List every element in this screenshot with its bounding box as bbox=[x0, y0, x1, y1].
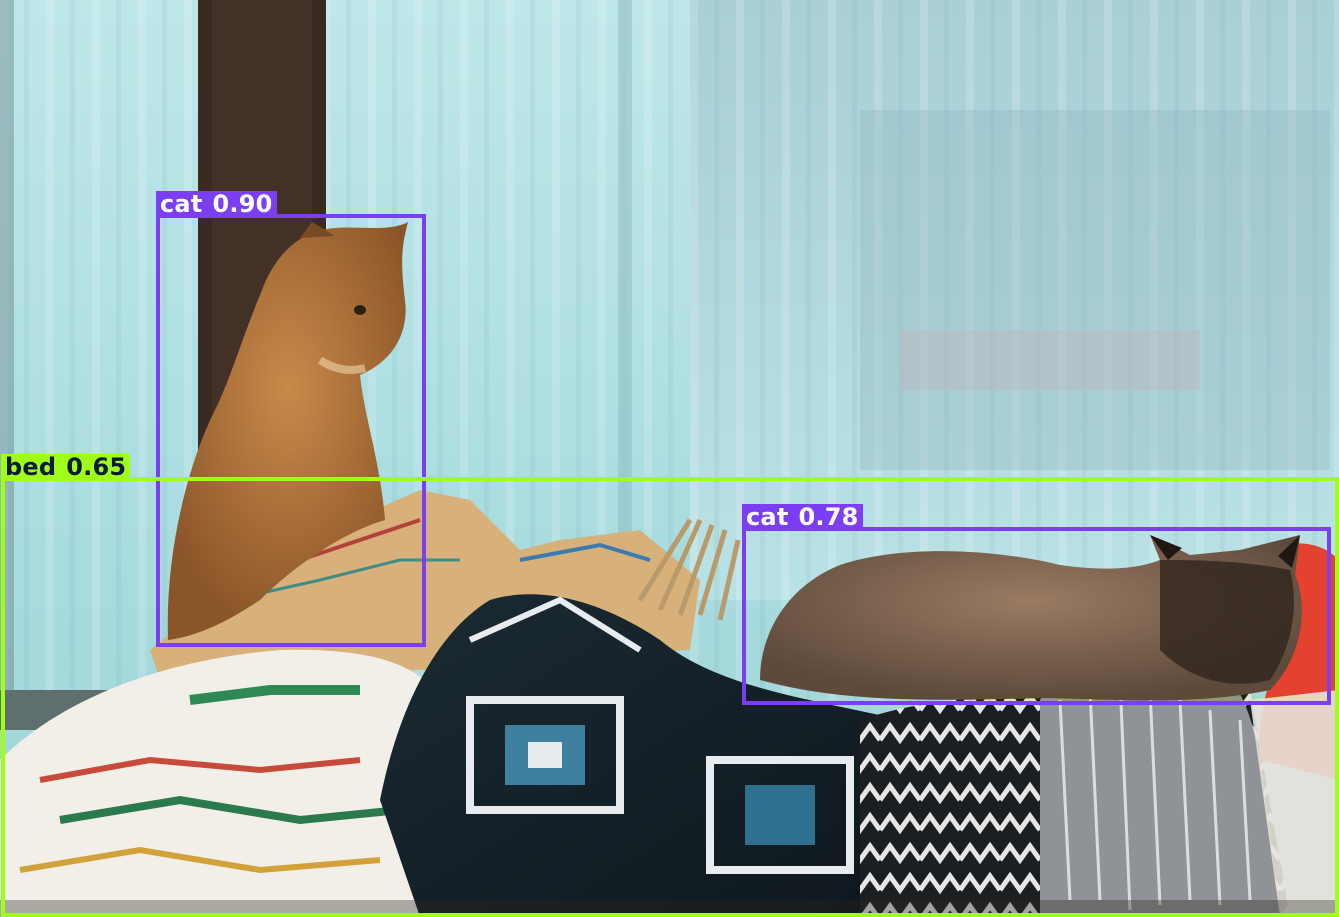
detection-label: cat bbox=[746, 503, 789, 531]
bed-detection-tag: bed 0.65 bbox=[1, 453, 131, 481]
cat-detection-tag: cat 0.90 bbox=[156, 191, 277, 218]
detection-label: bed bbox=[5, 453, 57, 481]
detection-score: 0.78 bbox=[798, 503, 859, 531]
cat-detection-tag: cat 0.78 bbox=[742, 504, 863, 531]
detection-score: 0.90 bbox=[212, 190, 273, 218]
detection-label: cat bbox=[160, 190, 203, 218]
detection-score: 0.65 bbox=[66, 453, 127, 481]
